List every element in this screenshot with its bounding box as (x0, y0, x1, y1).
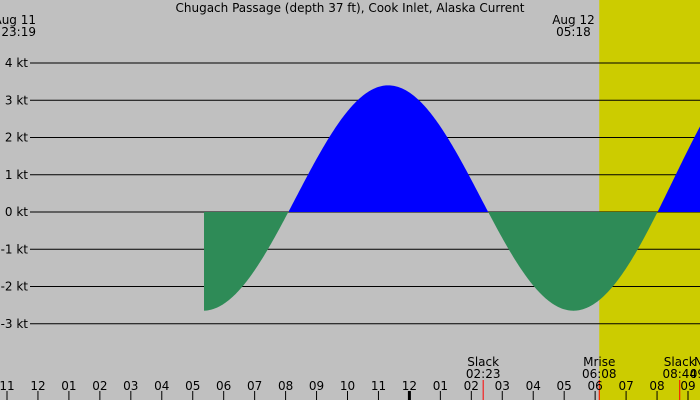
slack-label: Slack (467, 355, 499, 369)
x-tick-label: 07 (618, 379, 633, 393)
x-tick-label: 03 (123, 379, 138, 393)
extreme-time-label: 23:19 (1, 25, 36, 39)
ebb-lobe-3 (489, 212, 657, 311)
x-tick-label: 11 (371, 379, 386, 393)
x-tick-label: 06 (216, 379, 231, 393)
y-tick-label: 3 kt (5, 93, 28, 107)
x-tick-label: 02 (464, 379, 479, 393)
x-tick-label: 04 (154, 379, 169, 393)
x-tick-label: 02 (92, 379, 107, 393)
y-tick-label: 2 kt (5, 131, 28, 145)
slack-label: Slack (664, 355, 696, 369)
x-tick-label: 12 (30, 379, 45, 393)
y-tick-label: -3 kt (1, 317, 29, 331)
x-tick-label: 09 (680, 379, 695, 393)
slack-time-label: 08:44 (662, 367, 697, 381)
y-tick-label: 4 kt (5, 56, 28, 70)
y-tick-label: -2 kt (1, 280, 29, 294)
x-tick-label: 12 (402, 379, 417, 393)
x-tick-label: 07 (247, 379, 262, 393)
flood-lobe-2 (289, 85, 488, 212)
x-tick-label: 11 (0, 379, 15, 393)
extreme-date-label: Aug 12 (552, 13, 595, 27)
x-tick-label: 01 (433, 379, 448, 393)
x-tick-label: 09 (309, 379, 324, 393)
moon-event-time-label: 06:08 (582, 367, 617, 381)
x-tick-label: 08 (278, 379, 293, 393)
ebb-lobe-1 (204, 212, 288, 311)
x-tick-label: 08 (649, 379, 664, 393)
moon-event-label: Mrise (583, 355, 615, 369)
extreme-time-label: 05:18 (556, 25, 591, 39)
x-tick-label: 05 (185, 379, 200, 393)
moon-event-label: New (694, 355, 700, 369)
y-tick-label: 1 kt (5, 168, 28, 182)
chart-title: Chugach Passage (depth 37 ft), Cook Inle… (176, 1, 525, 15)
y-tick-label: 0 kt (5, 205, 28, 219)
flood-lobe-4 (658, 126, 700, 212)
y-tick-label: -1 kt (1, 242, 29, 256)
x-tick-label: 06 (587, 379, 602, 393)
x-tick-label: 04 (526, 379, 541, 393)
x-tick-label: 01 (61, 379, 76, 393)
x-tick-label: 05 (557, 379, 572, 393)
moon-event-time-label: 09:37 (690, 367, 700, 381)
x-tick-label: 10 (340, 379, 355, 393)
slack-time-label: 02:23 (466, 367, 501, 381)
extreme-date-label: Aug 11 (0, 13, 36, 27)
x-tick-label: 03 (495, 379, 510, 393)
